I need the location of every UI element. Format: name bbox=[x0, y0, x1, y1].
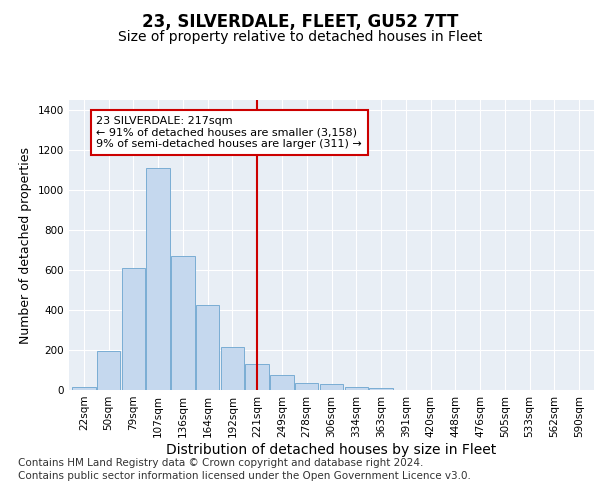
Bar bbox=[221, 347, 244, 390]
Bar bbox=[270, 375, 294, 390]
Bar bbox=[171, 256, 194, 390]
Bar bbox=[369, 388, 393, 390]
X-axis label: Distribution of detached houses by size in Fleet: Distribution of detached houses by size … bbox=[166, 442, 497, 456]
Bar bbox=[295, 383, 319, 390]
Text: Contains HM Land Registry data © Crown copyright and database right 2024.: Contains HM Land Registry data © Crown c… bbox=[18, 458, 424, 468]
Bar bbox=[146, 168, 170, 390]
Bar bbox=[320, 384, 343, 390]
Bar bbox=[196, 305, 220, 390]
Text: 23 SILVERDALE: 217sqm
← 91% of detached houses are smaller (3,158)
9% of semi-de: 23 SILVERDALE: 217sqm ← 91% of detached … bbox=[96, 116, 362, 149]
Bar bbox=[122, 268, 145, 390]
Y-axis label: Number of detached properties: Number of detached properties bbox=[19, 146, 32, 344]
Bar bbox=[72, 387, 95, 390]
Bar bbox=[97, 351, 121, 390]
Text: Size of property relative to detached houses in Fleet: Size of property relative to detached ho… bbox=[118, 30, 482, 44]
Text: Contains public sector information licensed under the Open Government Licence v3: Contains public sector information licen… bbox=[18, 471, 471, 481]
Text: 23, SILVERDALE, FLEET, GU52 7TT: 23, SILVERDALE, FLEET, GU52 7TT bbox=[142, 14, 458, 32]
Bar bbox=[344, 388, 368, 390]
Bar bbox=[245, 364, 269, 390]
